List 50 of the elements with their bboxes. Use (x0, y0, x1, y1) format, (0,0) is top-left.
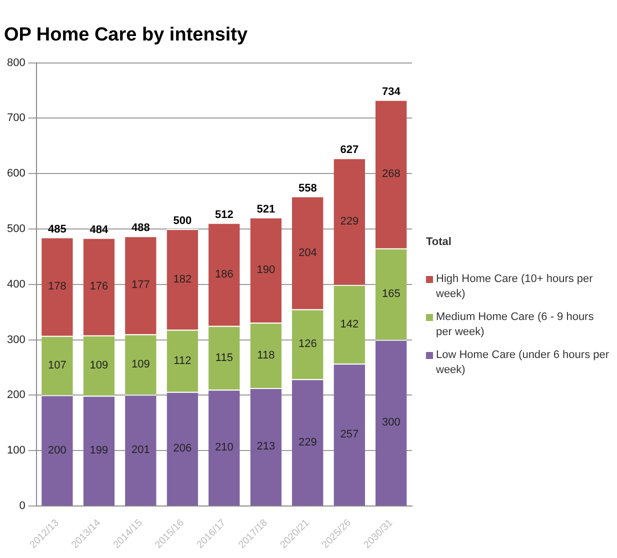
data-label: 182 (173, 273, 192, 286)
data-label: 199 (90, 444, 108, 457)
data-label: 165 (382, 288, 400, 300)
total-label: 484 (90, 224, 110, 236)
data-label: 206 (173, 442, 192, 455)
total-label: 734 (382, 86, 402, 98)
y-tick-label: 200 (6, 389, 26, 402)
y-tick-label: 300 (6, 334, 26, 346)
data-label: 210 (214, 442, 234, 454)
legend-title: Total (426, 236, 452, 248)
data-label: 118 (257, 349, 275, 362)
y-tick-label: 800 (6, 56, 26, 69)
data-label: 186 (214, 268, 234, 280)
data-label: 268 (382, 168, 400, 180)
data-label: 109 (90, 360, 108, 372)
y-tick-label: 0 (19, 500, 26, 512)
total-label: 558 (298, 182, 317, 194)
data-label: 176 (90, 280, 108, 293)
data-label: 126 (298, 338, 317, 350)
y-tick-label: 600 (6, 168, 26, 180)
data-label: 107 (48, 360, 66, 372)
data-label: 213 (256, 440, 276, 453)
legend-label: Low Home Care (under 6 hours per week) (436, 348, 610, 378)
data-label: 115 (215, 352, 233, 364)
legend-label: Medium Home Care (6 - 9 hours per week) (436, 310, 595, 340)
data-label: 200 (48, 444, 66, 456)
y-tick-label: 100 (6, 444, 26, 457)
total-label: 521 (256, 203, 276, 216)
data-label: 177 (132, 279, 150, 292)
data-label: 257 (340, 428, 359, 441)
data-label: 229 (340, 216, 359, 228)
data-label: 229 (298, 436, 317, 448)
data-label: 204 (298, 246, 317, 259)
total-label: 488 (132, 222, 150, 234)
y-tick-label: 500 (6, 223, 26, 236)
legend-label: High Home Care (10+ hours per week) (436, 272, 594, 302)
data-label: 300 (382, 416, 400, 429)
total-label: 627 (340, 144, 359, 156)
total-label: 500 (173, 215, 192, 228)
data-label: 190 (256, 264, 276, 276)
y-tick-label: 700 (6, 112, 26, 124)
data-label: 142 (340, 318, 359, 330)
y-tick-label: 400 (6, 278, 26, 290)
data-label: 109 (132, 358, 150, 370)
data-label: 201 (132, 444, 150, 456)
data-label: 112 (174, 354, 192, 367)
data-label: 178 (48, 280, 66, 293)
total-label: 485 (48, 223, 66, 236)
total-label: 512 (214, 208, 234, 221)
chart-title: OP Home Care by intensity (4, 24, 248, 46)
